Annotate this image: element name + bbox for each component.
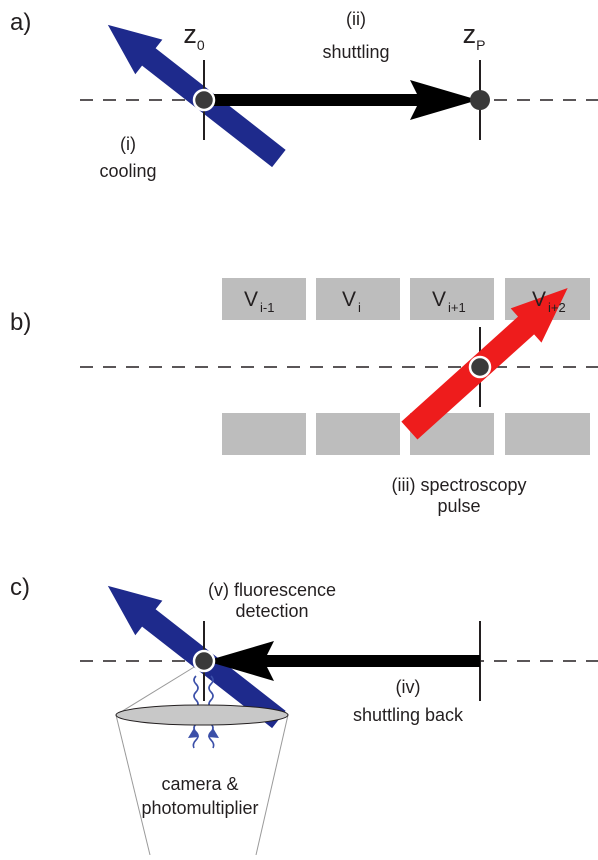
electrode-top-3 — [410, 278, 494, 320]
electrode-bottom-2 — [316, 413, 400, 455]
electrode-top-1 — [222, 278, 306, 320]
step-iii-line1: (iii) spectroscopy — [391, 475, 526, 495]
ion-at-zp — [470, 90, 490, 110]
detector-label-line2: photomultiplier — [141, 798, 258, 818]
step-v-line1: (v) fluorescence — [208, 580, 336, 600]
ion-at-z0 — [192, 88, 216, 112]
panel-b-label: b) — [10, 309, 31, 336]
step-iii-line2: pulse — [437, 496, 480, 516]
collection-lens — [115, 704, 289, 726]
shuttle-back-arrow-shaft — [262, 655, 480, 667]
panel-c-label: c) — [10, 574, 30, 601]
electrode-bottom-4 — [505, 413, 590, 455]
electrode-top-2 — [316, 278, 400, 320]
step-i-text: cooling — [99, 161, 156, 181]
step-iv-number: (iv) — [396, 677, 421, 697]
shuttling-arrow-head — [410, 80, 478, 120]
step-v-line2: detection — [235, 601, 308, 621]
panel-c: c) (v) fluorescence detection (iv) shut — [10, 574, 598, 856]
shuttle-back-arrow-head — [206, 641, 274, 681]
shuttling-arrow-shaft — [204, 94, 420, 106]
zp-label: zP — [463, 19, 486, 53]
electrode-bottom-1 — [222, 413, 306, 455]
panel-a: a) z0 zP (ii) shuttling (i) cooling — [10, 9, 598, 181]
step-iv-text: shuttling back — [353, 705, 464, 725]
ion-spectroscopy — [468, 355, 492, 379]
step-ii-number: (ii) — [346, 9, 366, 29]
detector-label-line1: camera & — [161, 774, 238, 794]
step-i-number: (i) — [120, 134, 136, 154]
photon-head-left — [188, 728, 199, 738]
photon-head-right — [208, 728, 219, 738]
cone-line-left — [115, 660, 205, 716]
cone-lower-left — [115, 714, 151, 856]
step-ii-text: shuttling — [322, 42, 389, 62]
ion-detection — [192, 649, 216, 673]
z0-label: z0 — [183, 19, 205, 53]
cone-lower-right — [255, 714, 289, 856]
panel-a-label: a) — [10, 9, 31, 36]
